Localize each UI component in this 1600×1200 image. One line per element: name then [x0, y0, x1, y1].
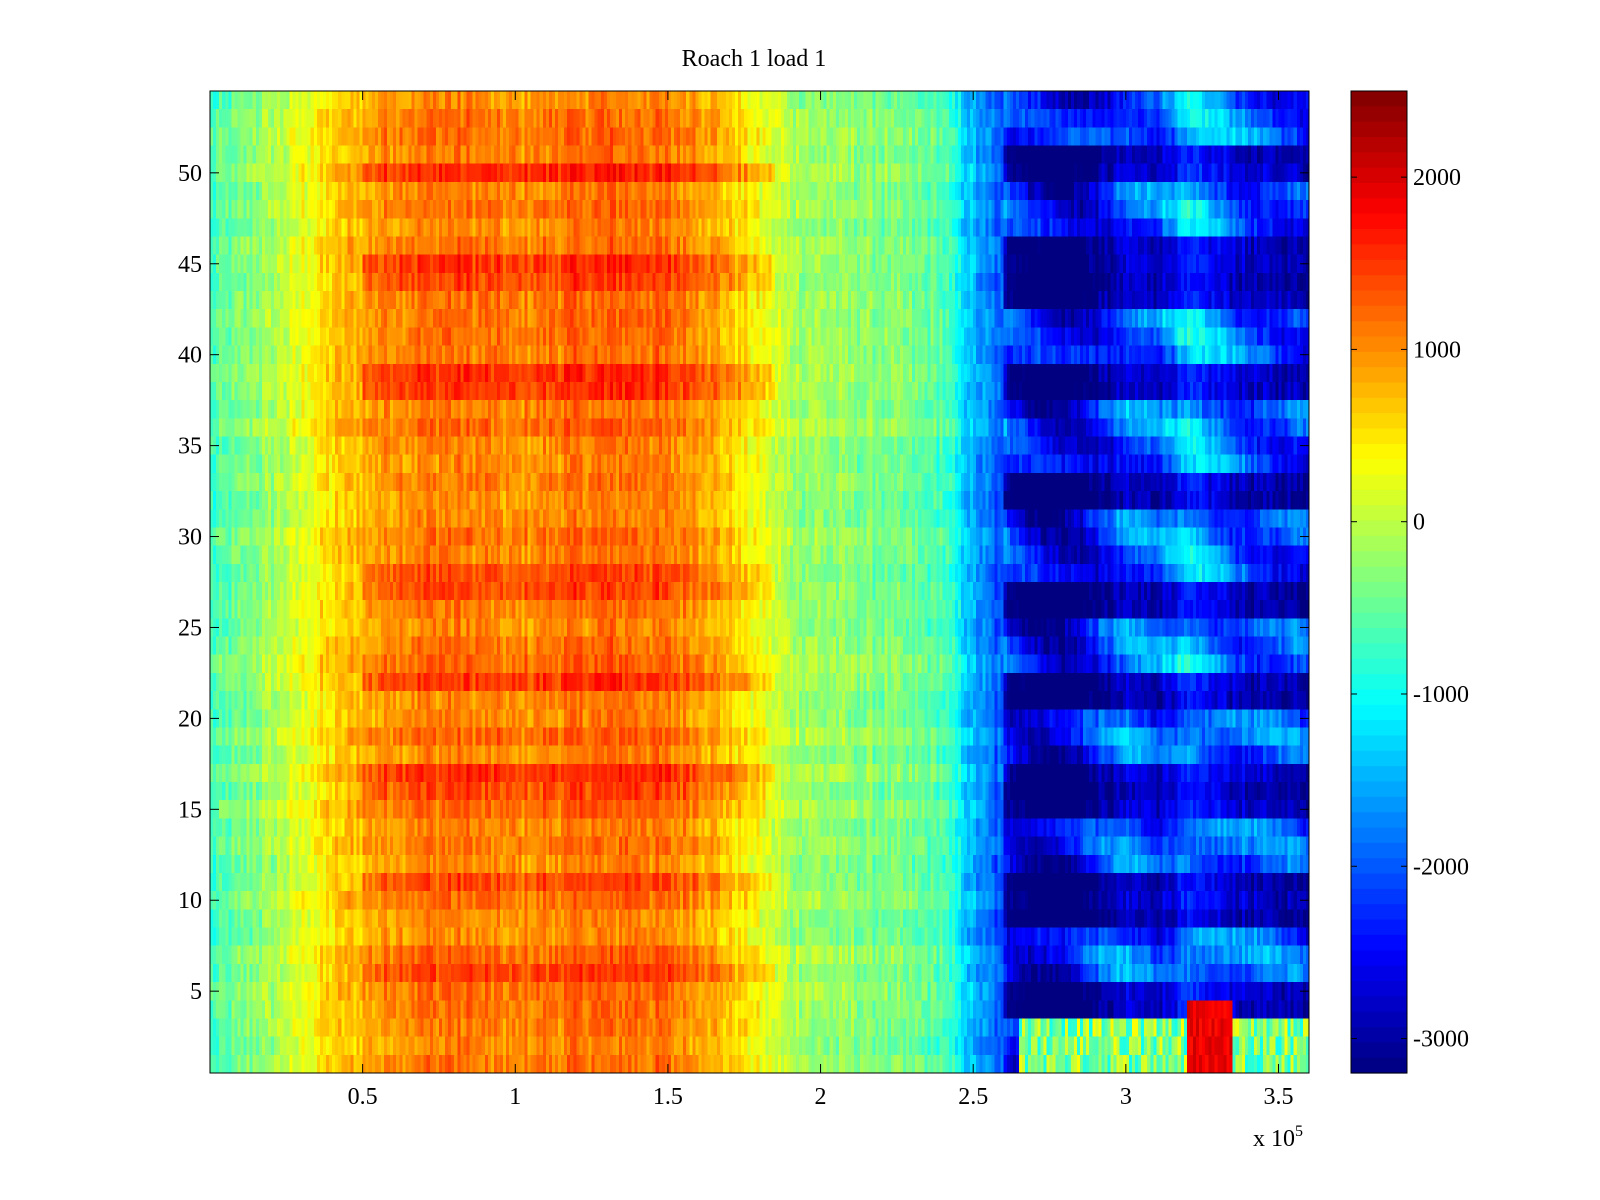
colorbar-step	[1351, 1026, 1407, 1043]
colorbar-step	[1351, 689, 1407, 706]
colorbar-step	[1351, 152, 1407, 169]
colorbar-step	[1351, 980, 1407, 997]
colorbar-step	[1351, 858, 1407, 875]
y-tick-label: 15	[178, 797, 202, 823]
x-axis: 0.5 1 1.5 2 2.5 3 3.5	[348, 91, 1293, 1110]
colorbar-step	[1351, 489, 1407, 506]
y-tick-label: 5	[190, 979, 202, 1005]
colorbar-step	[1351, 1057, 1407, 1074]
colorbar-step	[1351, 336, 1407, 353]
colorbar-step	[1351, 351, 1407, 368]
colorbar-step	[1351, 781, 1407, 798]
colorbar-step	[1351, 397, 1407, 414]
colorbar-step	[1351, 842, 1407, 859]
y-tick-label: 20	[178, 706, 202, 732]
colorbar-step	[1351, 137, 1407, 153]
colorbar-step	[1351, 1042, 1407, 1059]
colorbar-step	[1351, 766, 1407, 783]
y-tick-label: 30	[178, 525, 202, 551]
x-tick-label: 1.5	[653, 1084, 683, 1110]
colorbar-step	[1351, 443, 1407, 460]
y-tick-label: 10	[178, 888, 202, 914]
colorbar-step	[1351, 720, 1407, 737]
colorbar-step	[1351, 704, 1407, 721]
x-tick-label: 2.5	[958, 1084, 988, 1110]
colorbar-step	[1351, 367, 1407, 384]
colorbar-step	[1351, 796, 1407, 813]
colorbar-step	[1351, 735, 1407, 752]
colorbar-step	[1351, 904, 1407, 921]
colorbar-step	[1351, 167, 1407, 184]
colorbar-step	[1351, 244, 1407, 261]
colorbar-tick-label: -3000	[1413, 1027, 1469, 1053]
colorbar-step	[1351, 812, 1407, 829]
colorbar-step	[1351, 91, 1407, 107]
colorbar-step	[1351, 474, 1407, 491]
colorbar-frame	[1350, 90, 1408, 1074]
x-exponent-base: x 10	[1253, 1126, 1295, 1152]
colorbar-step	[1351, 121, 1407, 138]
colorbar-step	[1351, 520, 1407, 537]
x-exponent-label: x 105	[1253, 1123, 1303, 1152]
colorbar-step	[1351, 566, 1407, 583]
colorbar-step	[1351, 459, 1407, 476]
colorbar-step	[1351, 827, 1407, 844]
colorbar-step	[1351, 213, 1407, 230]
colorbar-step	[1351, 305, 1407, 322]
y-tick-label: 35	[178, 434, 202, 460]
colorbar-step	[1351, 229, 1407, 246]
colorbar-step	[1351, 919, 1407, 936]
chart-title: Roach 1 load 1	[682, 46, 827, 72]
heatmap-image	[210, 91, 1309, 1073]
colorbar-step	[1351, 413, 1407, 430]
colorbar-tick-label: 1000	[1413, 337, 1461, 363]
colorbar-step	[1351, 888, 1407, 905]
colorbar-tick-label: 0	[1413, 510, 1425, 536]
colorbar-step	[1351, 597, 1407, 614]
x-tick-label: 2	[815, 1084, 827, 1110]
x-tick-label: 3.5	[1263, 1084, 1293, 1110]
colorbar-step	[1351, 321, 1407, 338]
plot-frame	[209, 90, 1310, 1074]
colorbar-tick-label: -1000	[1413, 682, 1469, 708]
colorbar-step	[1351, 965, 1407, 982]
colorbar-tick-label: 2000	[1413, 165, 1461, 191]
colorbar-step	[1351, 950, 1407, 967]
y-tick-label: 45	[178, 252, 202, 278]
x-tick-label: 3	[1120, 1084, 1132, 1110]
x-tick-label: 0.5	[348, 1084, 378, 1110]
colorbar-step	[1351, 551, 1407, 568]
colorbar-step	[1351, 628, 1407, 644]
plot-area	[209, 90, 1310, 1074]
colorbar-step	[1351, 643, 1407, 660]
colorbar-step	[1351, 428, 1407, 445]
colorbar-step	[1351, 934, 1407, 951]
colorbar-step	[1351, 996, 1407, 1013]
colorbar: 2000 1000 0 -1000 -2000 -3000	[1350, 90, 1469, 1074]
y-tick-label: 50	[178, 161, 202, 187]
colorbar-step	[1351, 275, 1407, 292]
colorbar-tick-label: -2000	[1413, 854, 1469, 880]
colorbar-step	[1351, 1011, 1407, 1028]
x-tick-label: 1	[509, 1084, 521, 1110]
colorbar-step	[1351, 535, 1407, 552]
colorbar-step	[1351, 658, 1407, 675]
y-tick-label: 25	[178, 615, 202, 641]
y-axis: 5 10 15 20 25 30 35 40 45 50	[178, 161, 1309, 1005]
colorbar-step	[1351, 873, 1407, 890]
colorbar-step	[1351, 382, 1407, 399]
colorbar-step	[1351, 505, 1407, 522]
colorbar-step	[1351, 674, 1407, 691]
colorbar-step	[1351, 290, 1407, 307]
colorbar-step	[1351, 612, 1407, 629]
y-tick-label: 40	[178, 343, 202, 369]
colorbar-step	[1351, 582, 1407, 598]
colorbar-step	[1351, 259, 1407, 276]
colorbar-step	[1351, 106, 1407, 123]
colorbar-step	[1351, 198, 1407, 215]
colorbar-step	[1351, 750, 1407, 767]
x-exponent-power: 5	[1295, 1123, 1303, 1140]
colorbar-step	[1351, 183, 1407, 200]
